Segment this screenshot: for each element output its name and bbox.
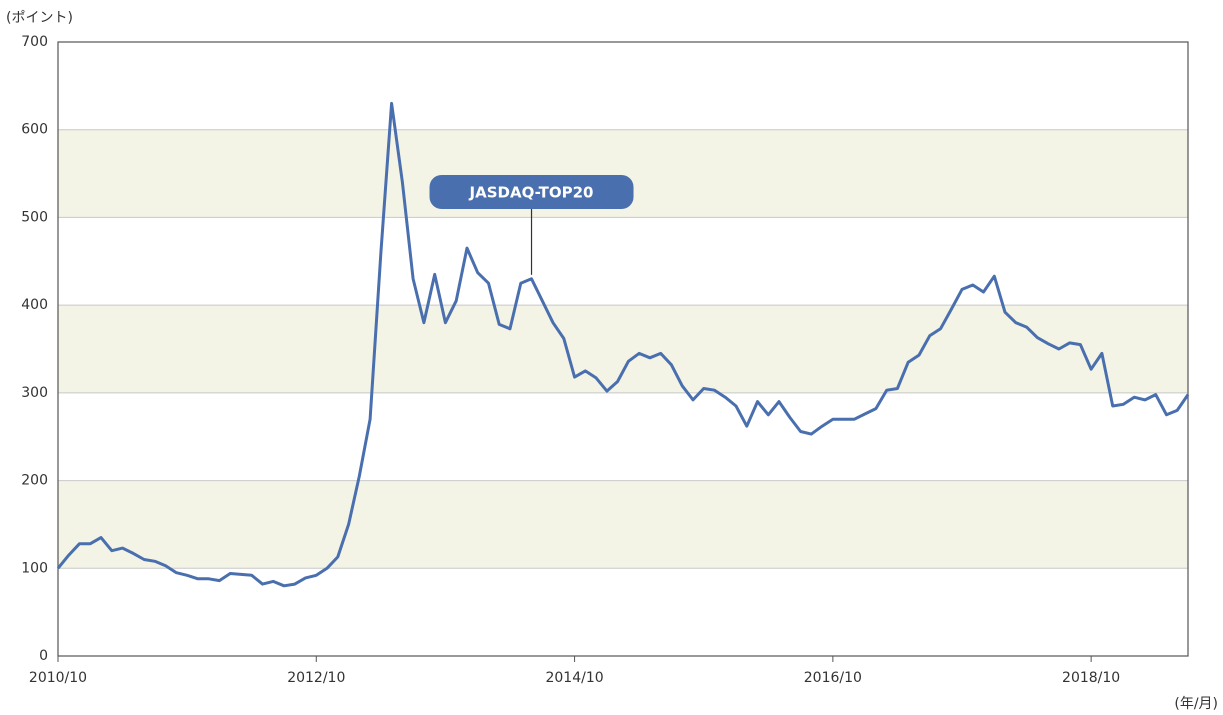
y-tick-label: 0 [39,648,48,664]
band [58,305,1188,393]
line-series [56,101,1190,588]
x-axis-label: (年/月) [1174,696,1218,712]
x-tick-label: 2010/10 [29,670,87,686]
y-tick-label: 600 [21,122,48,138]
x-tick-label: 2018/10 [1062,670,1120,686]
y-axis-label: (ポイント) [6,10,73,26]
legend-label: JASDAQ-TOP20 [469,184,594,202]
y-tick-label: 300 [21,385,48,401]
y-tick-label: 200 [21,473,48,489]
x-tick-label: 2014/10 [545,670,603,686]
x-tick-label: 2012/10 [287,670,345,686]
y-tick-label: 400 [21,297,48,313]
y-tick-label: 100 [21,560,48,576]
band [58,480,1188,569]
x-tick-label: 2016/10 [804,670,862,686]
y-tick-label: 700 [21,34,48,50]
callout-box [429,175,634,209]
plot-frame [57,41,1189,657]
y-tick-label: 500 [21,209,48,225]
